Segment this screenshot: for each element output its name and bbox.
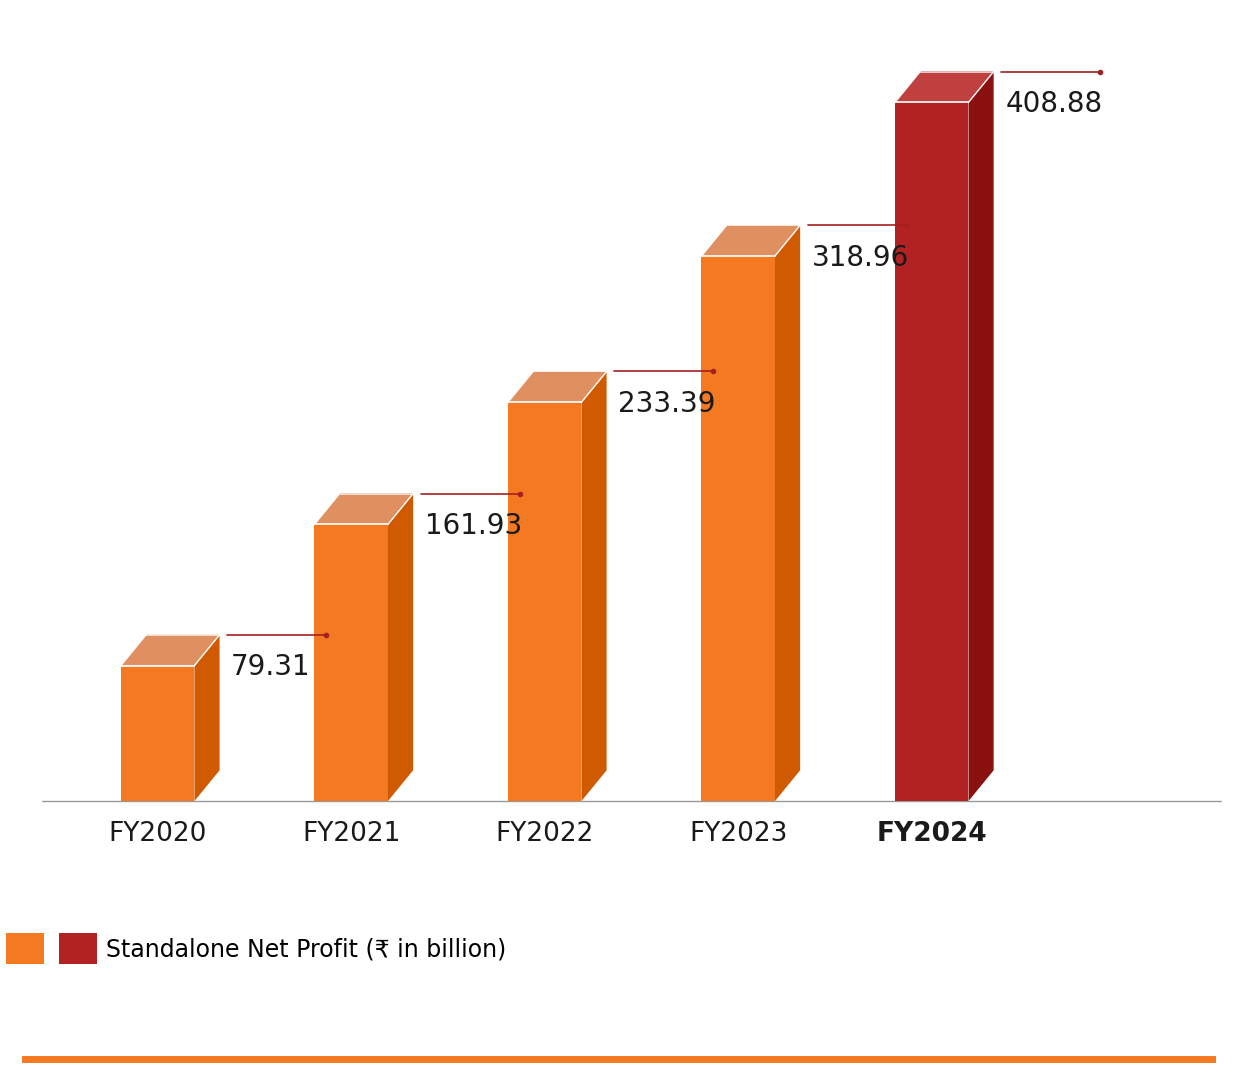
Polygon shape: [969, 71, 993, 801]
Legend: , Standalone Net Profit (₹ in billion): , Standalone Net Profit (₹ in billion): [6, 934, 507, 964]
Polygon shape: [581, 372, 606, 801]
Polygon shape: [388, 494, 413, 801]
Bar: [894, 102, 969, 801]
Text: 233.39: 233.39: [618, 390, 716, 418]
Text: 79.31: 79.31: [231, 653, 310, 681]
Polygon shape: [701, 225, 800, 255]
Polygon shape: [508, 372, 606, 402]
Bar: [701, 255, 774, 801]
Text: 161.93: 161.93: [424, 512, 522, 540]
Polygon shape: [774, 225, 800, 801]
Bar: [121, 665, 194, 801]
Polygon shape: [121, 635, 220, 665]
Text: 408.88: 408.88: [1006, 91, 1102, 119]
Text: FY2024: FY2024: [876, 820, 987, 846]
Bar: [314, 524, 388, 801]
Text: 318.96: 318.96: [811, 244, 909, 272]
Polygon shape: [894, 71, 993, 102]
Polygon shape: [314, 494, 413, 524]
Text: FY2021: FY2021: [302, 820, 401, 846]
Polygon shape: [194, 635, 220, 801]
Bar: [508, 402, 581, 801]
Text: FY2020: FY2020: [109, 820, 207, 846]
Text: FY2023: FY2023: [689, 820, 788, 846]
Text: FY2022: FY2022: [496, 820, 594, 846]
